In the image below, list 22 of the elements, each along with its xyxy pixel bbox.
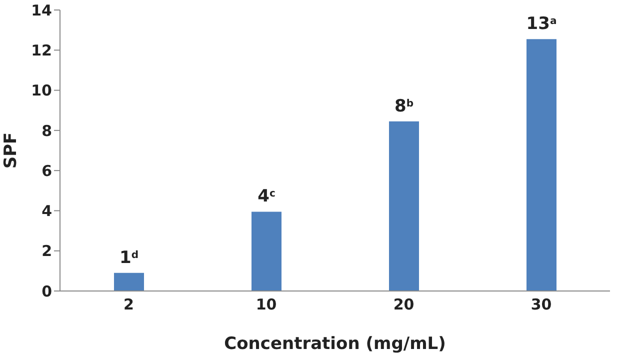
y-tick-label: 8 <box>42 122 52 140</box>
y-tick-label: 12 <box>31 41 52 60</box>
y-tick-label: 0 <box>42 282 52 300</box>
bar <box>114 272 144 291</box>
y-tick-label: 10 <box>31 82 52 100</box>
bar <box>389 121 419 291</box>
x-tick-label: 30 <box>530 296 552 314</box>
y-tick-label: 4 <box>42 202 52 220</box>
data-label: 8$^{b}$ <box>394 96 414 116</box>
x-tick-label: 2 <box>124 296 134 314</box>
x-axis-title: Concentration (mg/mL) <box>224 334 446 354</box>
y-tick-label: 14 <box>31 1 52 20</box>
bar <box>526 39 556 291</box>
data-label: 4$^{c}$ <box>258 186 276 207</box>
x-tick-label: 20 <box>393 296 414 314</box>
y-tick-label: 6 <box>42 162 52 180</box>
data-label: 1$^{d}$ <box>119 248 139 268</box>
x-tick-label: 10 <box>256 296 277 314</box>
data-label: 13$^{a}$ <box>526 14 557 34</box>
y-axis-title: SPF <box>1 132 22 169</box>
bar <box>252 212 282 291</box>
y-tick-label: 2 <box>42 242 52 260</box>
